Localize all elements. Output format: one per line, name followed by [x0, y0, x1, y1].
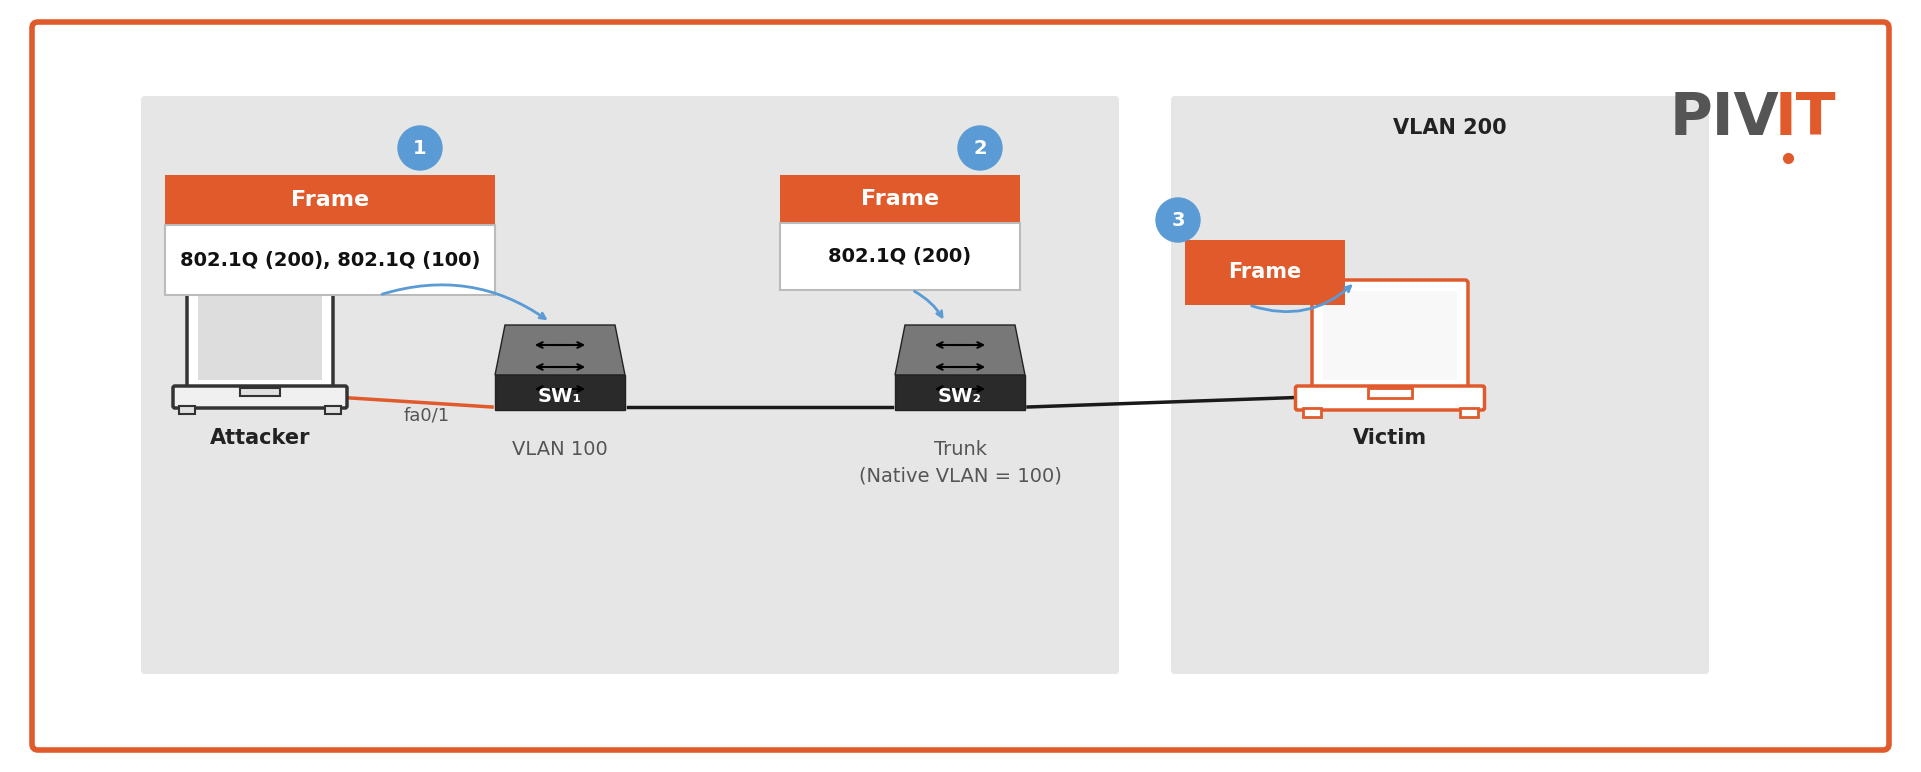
- Text: IT: IT: [1775, 90, 1836, 147]
- Bar: [1185, 240, 1345, 305]
- Bar: [1324, 291, 1456, 380]
- Text: Frame: Frame: [290, 190, 369, 210]
- FancyBboxPatch shape: [1312, 280, 1468, 391]
- FancyBboxPatch shape: [1295, 386, 1485, 410]
- FancyBboxPatch shape: [140, 96, 1120, 674]
- Bar: [240, 388, 280, 396]
- Bar: [1368, 388, 1412, 398]
- FancyBboxPatch shape: [186, 285, 332, 391]
- Text: Victim: Victim: [1352, 428, 1427, 448]
- Bar: [1460, 408, 1477, 417]
- Polygon shape: [496, 375, 624, 410]
- FancyBboxPatch shape: [173, 386, 348, 408]
- Text: PIV: PIV: [1669, 90, 1779, 147]
- Text: VLAN 200: VLAN 200: [1393, 118, 1506, 138]
- FancyBboxPatch shape: [33, 22, 1888, 750]
- Text: Frame: Frame: [861, 189, 939, 209]
- Circle shape: [398, 126, 442, 170]
- Bar: [780, 175, 1020, 223]
- FancyBboxPatch shape: [1172, 96, 1710, 674]
- Bar: [1302, 408, 1320, 417]
- Text: Trunk
(Native VLAN = 100): Trunk (Native VLAN = 100): [859, 440, 1062, 486]
- Polygon shape: [895, 375, 1026, 410]
- Bar: [179, 406, 196, 414]
- Text: SW₂: SW₂: [937, 387, 982, 405]
- FancyBboxPatch shape: [165, 225, 496, 295]
- Text: Attacker: Attacker: [209, 428, 311, 448]
- Text: fa0/1: fa0/1: [403, 406, 450, 424]
- Circle shape: [959, 126, 1003, 170]
- Text: 2: 2: [974, 140, 987, 158]
- Text: 802.1Q (200): 802.1Q (200): [828, 247, 972, 266]
- Text: VLAN 100: VLAN 100: [513, 440, 607, 459]
- Polygon shape: [895, 325, 1026, 375]
- Text: 802.1Q (200), 802.1Q (100): 802.1Q (200), 802.1Q (100): [181, 251, 480, 269]
- Bar: [325, 406, 342, 414]
- Circle shape: [1156, 198, 1201, 242]
- Bar: [165, 175, 496, 225]
- Text: 1: 1: [413, 140, 426, 158]
- Text: 3: 3: [1172, 212, 1185, 231]
- FancyBboxPatch shape: [780, 223, 1020, 290]
- Polygon shape: [496, 325, 624, 375]
- Text: SW₁: SW₁: [538, 387, 582, 405]
- Text: Frame: Frame: [1228, 262, 1302, 283]
- Bar: [198, 296, 323, 380]
